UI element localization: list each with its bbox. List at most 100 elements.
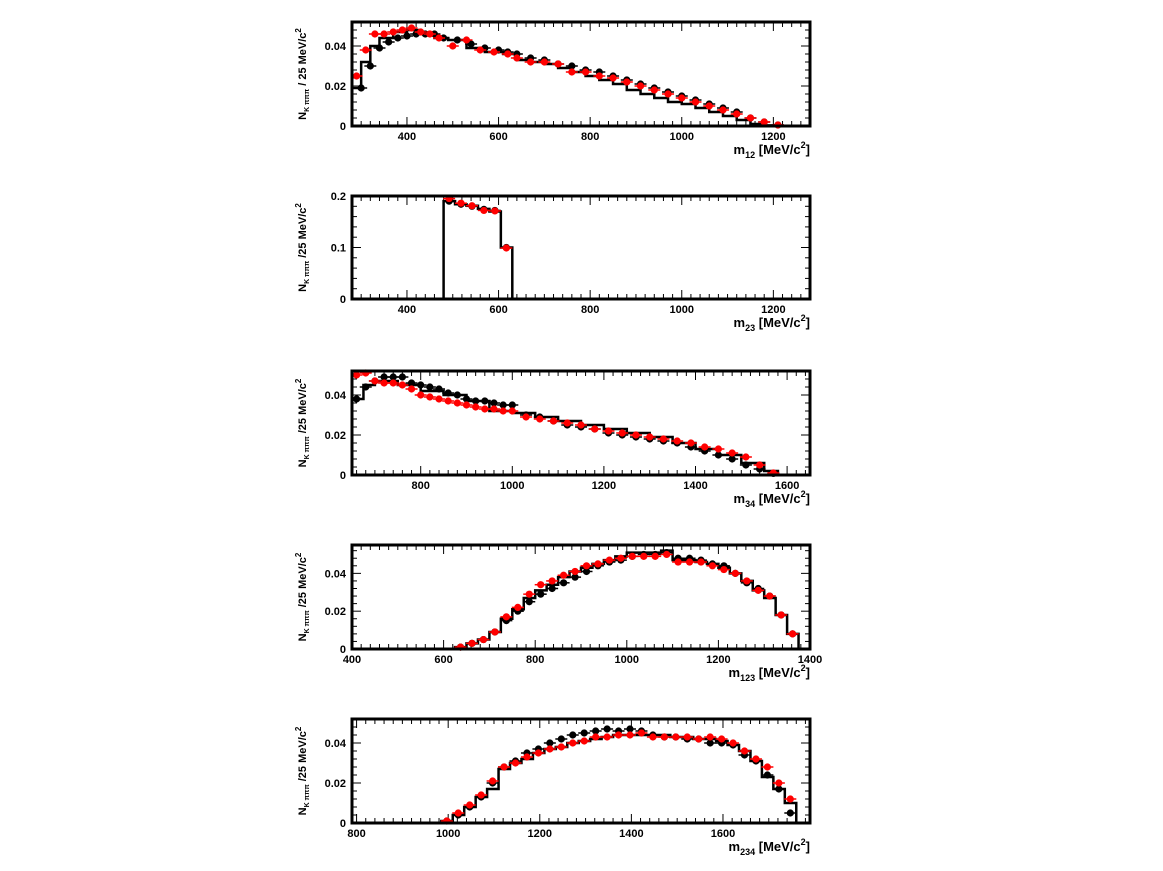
x-tick-label: 800 xyxy=(581,131,599,143)
red-data-point xyxy=(705,102,713,110)
y-tick-label: 0.04 xyxy=(325,568,347,580)
black-data-point xyxy=(407,379,416,387)
red-data-point xyxy=(788,630,797,638)
panel-m123: 400 600 800 1000 1200 1400 0 0.02 0.04 m123 [MeV/… xyxy=(294,543,822,683)
red-data-point xyxy=(479,635,488,644)
red-data-point xyxy=(754,586,762,594)
x-tick-label: 1200 xyxy=(706,654,730,666)
red-data-point xyxy=(540,58,548,66)
black-data-point xyxy=(763,771,772,779)
y-tick-label: 0.1 xyxy=(331,243,346,255)
red-data-point xyxy=(537,581,545,589)
red-data-point xyxy=(650,86,658,94)
red-data-point xyxy=(491,628,499,636)
red-data-point xyxy=(651,552,659,560)
red-data-point xyxy=(632,431,640,439)
black-data-point xyxy=(537,590,545,598)
red-data-point xyxy=(468,202,476,210)
red-data-point xyxy=(514,603,522,612)
red-data-point xyxy=(398,381,406,389)
red-data-point xyxy=(480,206,488,215)
red-data-point xyxy=(626,731,634,739)
red-data-point xyxy=(718,735,726,743)
red-data-point xyxy=(777,611,785,619)
plot-frame xyxy=(350,543,812,651)
red-data-point xyxy=(462,36,471,44)
x-tick-label: 1000 xyxy=(500,480,524,492)
x-tick-label: 1400 xyxy=(798,654,822,666)
red-data-point xyxy=(457,199,465,207)
red-data-point xyxy=(568,68,576,76)
red-data-point xyxy=(462,401,471,409)
black-data-point xyxy=(417,381,425,389)
red-data-point xyxy=(380,379,388,387)
red-data-point xyxy=(614,731,623,739)
mc-histogram xyxy=(352,549,800,651)
red-data-point xyxy=(489,777,497,785)
mc-histogram xyxy=(442,199,514,299)
y-axis-title: NK πππ /25 MeV/c2 xyxy=(294,378,311,467)
red-data-point xyxy=(502,613,510,621)
red-data-point xyxy=(752,755,760,763)
black-data-point xyxy=(742,461,750,469)
red-data-point xyxy=(743,577,751,585)
red-data-point xyxy=(697,558,705,566)
red-data-point xyxy=(714,445,723,453)
x-tick-label: 600 xyxy=(434,654,452,666)
y-axis-title: NK πππ /25 MeV/c2 xyxy=(294,552,311,641)
x-tick-label: 1400 xyxy=(683,480,707,492)
x-tick-label: 800 xyxy=(412,480,430,492)
plot-frame xyxy=(350,717,812,825)
red-data-point xyxy=(766,592,774,600)
red-data-point xyxy=(511,759,520,767)
red-data-point xyxy=(389,28,397,36)
x-axis-title: m234 [MeV/c2] xyxy=(729,837,810,857)
x-tick-label: 1200 xyxy=(528,828,552,840)
red-data-point xyxy=(557,743,565,751)
y-tick-label: 0.04 xyxy=(325,41,347,53)
x-tick-label: 1200 xyxy=(592,480,616,492)
red-data-point xyxy=(362,46,370,54)
black-data-point xyxy=(462,395,471,403)
red-data-point xyxy=(660,733,668,741)
red-data-point xyxy=(706,733,714,741)
black-data-point xyxy=(453,36,461,44)
red-data-point xyxy=(646,433,654,441)
black-data-point xyxy=(426,383,434,391)
red-data-point xyxy=(407,24,416,32)
y-tick-label: 0.02 xyxy=(325,606,346,618)
red-data-point xyxy=(775,779,783,787)
red-data-point xyxy=(617,554,625,562)
y-tick-label: 0.04 xyxy=(325,738,347,750)
black-data-point xyxy=(580,729,588,737)
red-data-point xyxy=(481,405,489,413)
black-data-point xyxy=(775,785,783,793)
y-tick-label: 0 xyxy=(340,294,346,306)
y-axis-title: NK πππ /25 MeV/c2 xyxy=(294,726,311,815)
red-data-point xyxy=(628,552,636,560)
red-data-point xyxy=(371,377,379,385)
x-tick-label: 1000 xyxy=(670,131,694,143)
red-data-point xyxy=(756,461,764,469)
red-data-point xyxy=(685,558,694,566)
red-data-point xyxy=(435,34,443,42)
x-tick-label: 800 xyxy=(526,654,544,666)
red-data-point xyxy=(472,403,480,411)
black-data-point xyxy=(389,373,397,381)
black-data-point xyxy=(548,584,556,593)
red-data-point xyxy=(490,405,498,413)
red-data-point xyxy=(591,425,599,433)
red-data-point xyxy=(659,435,668,443)
x-tick-label: 600 xyxy=(489,131,507,143)
black-data-point xyxy=(525,598,533,606)
red-data-point xyxy=(595,72,603,80)
x-tick-label: 1000 xyxy=(670,304,694,316)
y-tick-label: 0.02 xyxy=(325,778,346,790)
black-data-point xyxy=(435,385,443,393)
black-data-point xyxy=(626,725,634,733)
plot-frame xyxy=(350,20,812,128)
red-data-point xyxy=(453,399,461,407)
red-data-point xyxy=(454,809,462,817)
red-data-point xyxy=(592,733,600,741)
black-data-point xyxy=(557,735,565,743)
